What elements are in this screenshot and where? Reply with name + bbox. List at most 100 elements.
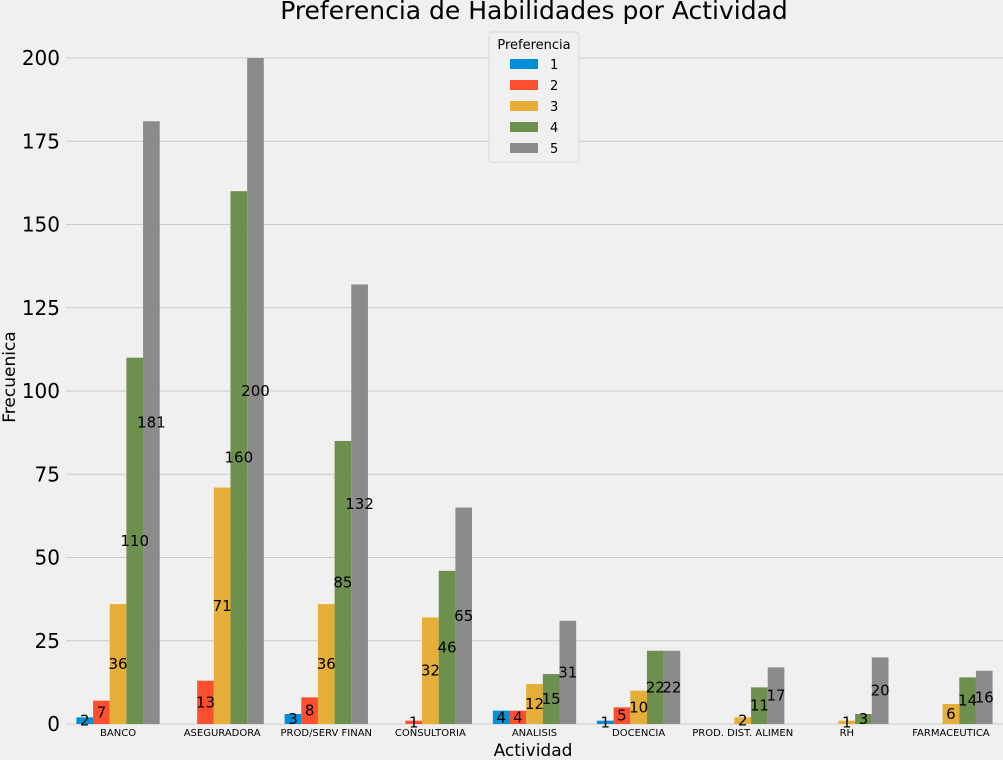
legend-swatch — [510, 101, 538, 111]
bar — [317, 604, 335, 724]
value-label: 1 — [842, 713, 852, 731]
bar — [455, 507, 473, 724]
value-label: 5 — [617, 707, 627, 725]
x-axis-label: Actividad — [494, 741, 573, 760]
value-label: 17 — [766, 687, 785, 705]
y-axis-label: Frecuenica — [0, 331, 20, 422]
value-label: 15 — [542, 690, 561, 708]
bar — [126, 357, 144, 724]
legend-swatch — [510, 122, 538, 132]
value-label: 10 — [629, 698, 648, 716]
bar — [492, 710, 510, 724]
bar — [334, 440, 352, 724]
bar — [230, 191, 248, 724]
legend-label: 3 — [550, 100, 558, 115]
bar — [526, 684, 543, 724]
bar — [596, 720, 614, 724]
bar — [975, 670, 993, 724]
legend-title: Preferencia — [497, 38, 570, 53]
bar — [405, 720, 423, 724]
legend-label: 2 — [550, 79, 558, 94]
bar — [351, 284, 368, 724]
value-label: 20 — [871, 682, 890, 700]
value-label: 13 — [196, 693, 215, 711]
value-label: 4 — [513, 708, 523, 726]
value-label: 22 — [662, 678, 681, 696]
value-label: 32 — [421, 662, 440, 680]
value-label: 65 — [454, 607, 473, 625]
value-label: 4 — [496, 708, 506, 726]
bar — [76, 717, 94, 724]
bar — [663, 650, 681, 724]
value-label: 22 — [646, 678, 665, 696]
legend-label: 4 — [550, 121, 558, 136]
y-tick-label: 50 — [35, 546, 60, 570]
bar — [422, 617, 439, 724]
x-tick-label: ANALISIS — [512, 728, 557, 739]
bar — [855, 714, 872, 724]
value-label: 11 — [750, 697, 769, 715]
y-tick-label: 0 — [47, 712, 60, 736]
chart-title: Preferencia de Habilidades por Actividad — [280, 0, 788, 25]
bar — [509, 710, 527, 724]
bar — [143, 121, 160, 724]
y-axis-ticks: 0 25 50 75 100 125 150 175 200 — [22, 46, 60, 736]
x-axis-ticks: BANCO ASEGURADORA PROD/SERV FINAN CONSULTOR… — [100, 728, 990, 739]
y-tick-label: 75 — [35, 462, 60, 486]
bar — [93, 700, 110, 724]
value-label: 3 — [859, 710, 869, 728]
value-label: 1 — [601, 713, 611, 731]
y-tick-label: 200 — [22, 46, 60, 70]
bar — [630, 690, 647, 724]
value-label: 12 — [525, 695, 544, 713]
bar — [301, 697, 318, 724]
legend-label: 5 — [550, 142, 558, 157]
value-label: 132 — [345, 495, 374, 513]
bar — [213, 487, 231, 724]
x-tick-label: PROD/SERV FINAN — [281, 728, 373, 739]
value-label: 31 — [558, 663, 577, 681]
bar — [559, 620, 577, 724]
bar — [613, 707, 631, 724]
bars — [76, 58, 993, 724]
bar — [959, 677, 976, 724]
x-tick-label: PROD. DIST. ALIMEN — [692, 728, 793, 739]
bar — [838, 720, 856, 724]
x-tick-label: FARMACEUTICA — [912, 728, 990, 739]
value-label: 6 — [946, 705, 956, 723]
value-label: 46 — [437, 638, 456, 656]
value-label: 71 — [213, 597, 232, 615]
bar — [751, 687, 768, 724]
value-label: 200 — [241, 382, 270, 400]
bar — [542, 674, 560, 724]
y-tick-label: 100 — [22, 379, 60, 403]
value-label: 16 — [975, 688, 994, 706]
value-label: 2 — [80, 712, 90, 730]
y-tick-label: 150 — [22, 213, 60, 237]
x-tick-label: CONSULTORIA — [395, 728, 466, 739]
value-label: 36 — [109, 655, 128, 673]
bar — [871, 657, 889, 724]
x-tick-label: RH — [840, 728, 854, 739]
legend-swatch — [510, 80, 538, 90]
x-tick-label: BANCO — [100, 728, 136, 739]
value-label: 2 — [738, 712, 748, 730]
legend-swatch — [510, 143, 538, 153]
bar — [942, 704, 960, 724]
value-label: 110 — [120, 532, 149, 550]
bar — [734, 717, 752, 724]
value-label: 14 — [958, 692, 977, 710]
legend-label: 1 — [550, 58, 558, 73]
value-label: 160 — [225, 449, 254, 467]
bar — [197, 680, 214, 724]
x-tick-label: DOCENCIA — [612, 728, 665, 739]
legend-swatch — [510, 59, 538, 69]
x-tick-label: ASEGURADORA — [184, 728, 261, 739]
y-tick-label: 25 — [35, 629, 60, 653]
bar — [109, 604, 127, 724]
y-tick-label: 175 — [22, 129, 60, 153]
legend: Preferencia 1 2 3 4 5 — [488, 31, 580, 163]
bar — [438, 570, 456, 724]
value-label: 8 — [305, 702, 315, 720]
